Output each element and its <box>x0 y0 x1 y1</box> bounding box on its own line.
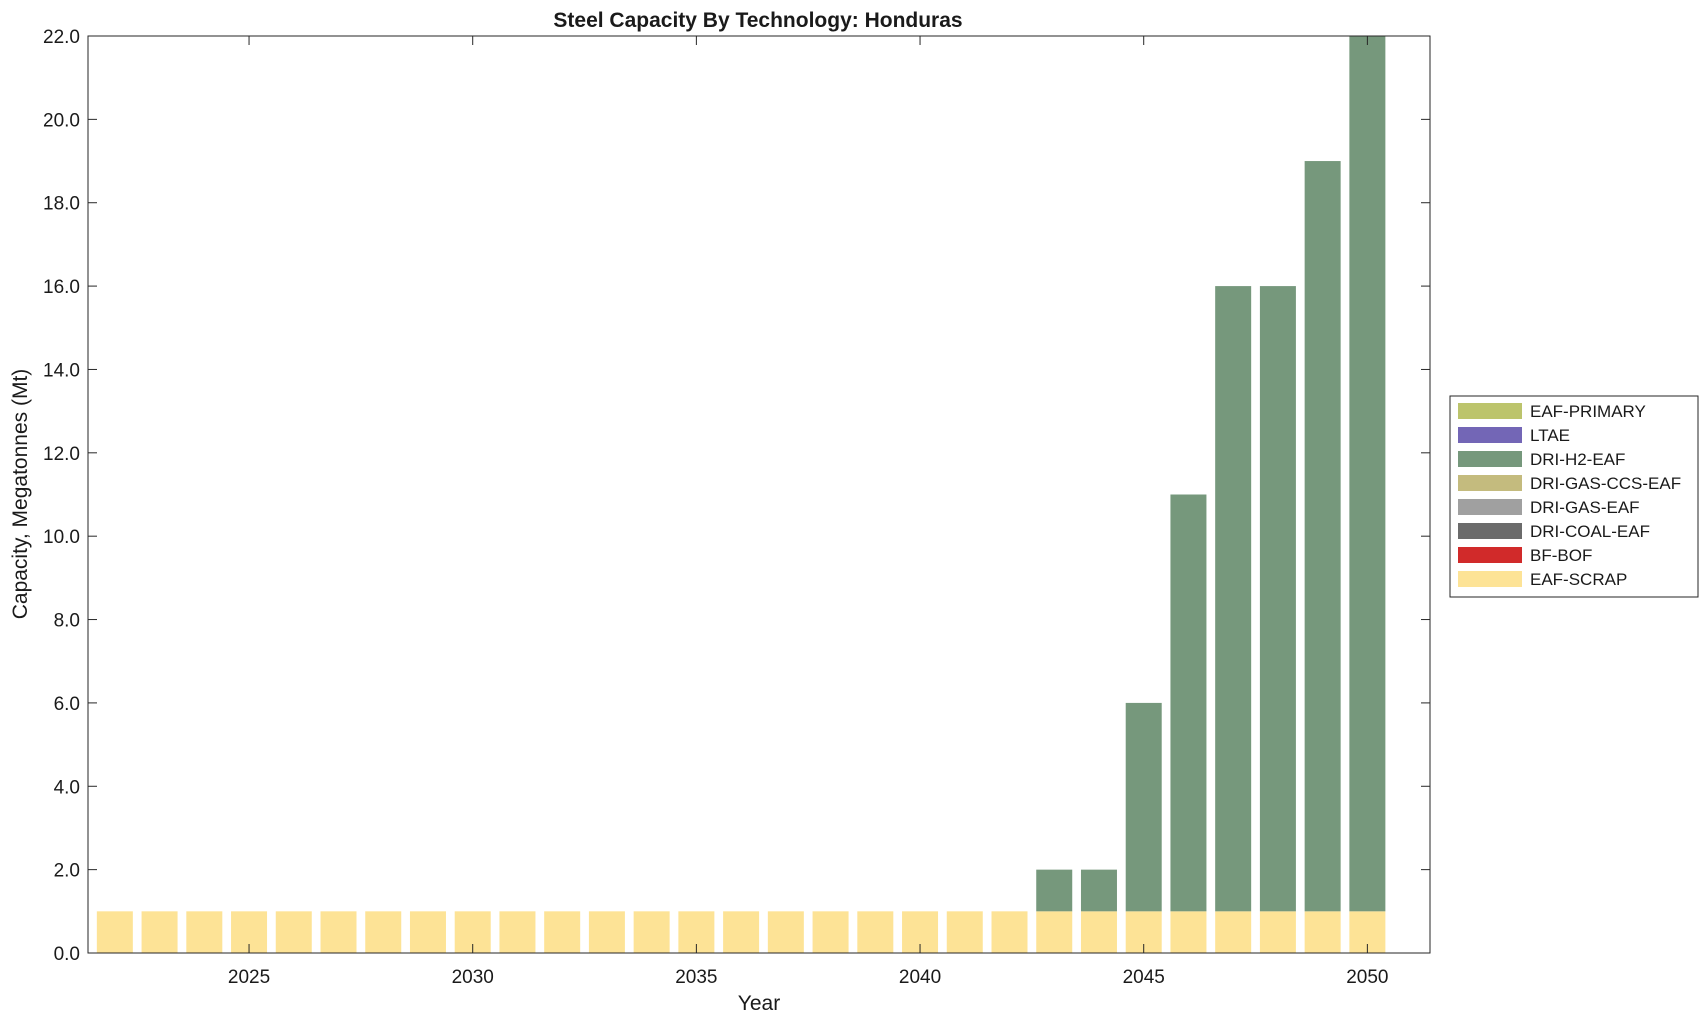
legend: EAF-PRIMARY LTAE DRI-H2-EAF DRI-GAS-CCS-EAF… <box>1449 395 1699 598</box>
bar-eaf-scrap-2042 <box>991 911 1028 953</box>
legend-label-eaf-scrap: EAF-SCRAP <box>1530 570 1627 589</box>
bar-eaf-scrap-2026 <box>275 911 312 953</box>
y-tick-label: 6.0 <box>54 694 80 715</box>
bar-eaf-scrap-2047 <box>1215 911 1252 953</box>
bar-eaf-scrap-2043 <box>1036 911 1073 953</box>
bar-eaf-scrap-2022 <box>96 911 133 953</box>
bar-eaf-scrap-2034 <box>633 911 670 953</box>
legend-swatch-ltae <box>1458 427 1522 443</box>
bar-eaf-scrap-2032 <box>544 911 581 953</box>
bar-dri-h2-eaf-2048 <box>1259 286 1296 912</box>
legend-swatch-dri-gas-ccs-eaf <box>1458 475 1522 491</box>
bar-eaf-scrap-2046 <box>1170 911 1207 953</box>
bar-eaf-scrap-2049 <box>1304 911 1341 953</box>
x-tick-label: 2050 <box>1346 967 1388 988</box>
x-tick-label: 2035 <box>675 967 717 988</box>
y-tick-label: 4.0 <box>54 777 80 798</box>
y-tick-label: 20.0 <box>43 110 80 131</box>
bar-dri-h2-eaf-2049 <box>1304 161 1341 912</box>
legend-swatch-dri-coal-eaf <box>1458 523 1522 539</box>
legend-swatch-dri-h2-eaf <box>1458 451 1522 467</box>
y-axis: 0.0 2.0 4.0 6.0 8.0 10.0 12.0 14.0 16.0 18.0 20.0 2… <box>43 27 1430 965</box>
legend-swatch-dri-gas-eaf <box>1458 499 1522 515</box>
legend-swatch-eaf-scrap <box>1458 571 1522 587</box>
bar-dri-h2-eaf-2045 <box>1125 702 1162 912</box>
bar-eaf-scrap-2039 <box>857 911 894 953</box>
bar-eaf-scrap-2024 <box>186 911 223 953</box>
legend-label-dri-gas-eaf: DRI-GAS-EAF <box>1530 498 1640 517</box>
legend-swatch-bf-bof <box>1458 547 1522 563</box>
bar-dri-h2-eaf-2043 <box>1036 869 1073 912</box>
bar-dri-h2-eaf-2044 <box>1080 869 1117 912</box>
y-axis-label: Capacity, Megatonnes (Mt) <box>9 369 32 620</box>
legend-label-eaf-primary: EAF-PRIMARY <box>1530 402 1646 421</box>
x-tick-label: 2025 <box>228 967 270 988</box>
legend-label-dri-coal-eaf: DRI-COAL-EAF <box>1530 522 1650 541</box>
legend-label-dri-gas-ccs-eaf: DRI-GAS-CCS-EAF <box>1530 474 1681 493</box>
legend-box <box>1449 395 1699 598</box>
bar-eaf-scrap-2031 <box>499 911 536 953</box>
x-tick-label: 2040 <box>899 967 941 988</box>
y-tick-label: 14.0 <box>43 360 80 381</box>
bar-dri-h2-eaf-2046 <box>1170 494 1207 912</box>
bar-eaf-scrap-2027 <box>320 911 357 953</box>
bar-eaf-scrap-2028 <box>365 911 402 953</box>
y-tick-label: 0.0 <box>54 944 80 965</box>
y-tick-label: 12.0 <box>43 444 80 465</box>
x-axis-label: Year <box>738 992 780 1015</box>
legend-label-dri-h2-eaf: DRI-H2-EAF <box>1530 450 1625 469</box>
x-tick-label: 2045 <box>1123 967 1165 988</box>
y-tick-label: 16.0 <box>43 277 80 298</box>
bar-dri-h2-eaf-2050 <box>1349 36 1386 912</box>
chart-title: Steel Capacity By Technology: Honduras <box>553 9 962 32</box>
y-tick-label: 18.0 <box>43 194 80 215</box>
bar-eaf-scrap-2048 <box>1259 911 1296 953</box>
bar-eaf-scrap-2038 <box>812 911 849 953</box>
legend-label-bf-bof: BF-BOF <box>1530 546 1592 565</box>
legend-label-ltae: LTAE <box>1530 426 1570 445</box>
plot-area-frame <box>87 35 1431 954</box>
x-tick-label: 2030 <box>452 967 494 988</box>
bars-layer <box>96 36 1386 953</box>
y-tick-label: 10.0 <box>43 527 80 548</box>
y-tick-label: 22.0 <box>43 27 80 48</box>
bar-dri-h2-eaf-2047 <box>1215 286 1252 912</box>
bar-eaf-scrap-2041 <box>946 911 983 953</box>
bar-eaf-scrap-2044 <box>1080 911 1117 953</box>
bar-eaf-scrap-2033 <box>588 911 625 953</box>
x-axis: 2025 2030 2035 2040 2045 2050 <box>228 36 1389 988</box>
bar-eaf-scrap-2029 <box>409 911 446 953</box>
legend-swatch-eaf-primary <box>1458 403 1522 419</box>
y-tick-label: 8.0 <box>54 611 80 632</box>
y-tick-label: 2.0 <box>54 861 80 882</box>
bar-eaf-scrap-2023 <box>141 911 178 953</box>
bar-eaf-scrap-2037 <box>767 911 804 953</box>
bar-eaf-scrap-2036 <box>723 911 760 953</box>
